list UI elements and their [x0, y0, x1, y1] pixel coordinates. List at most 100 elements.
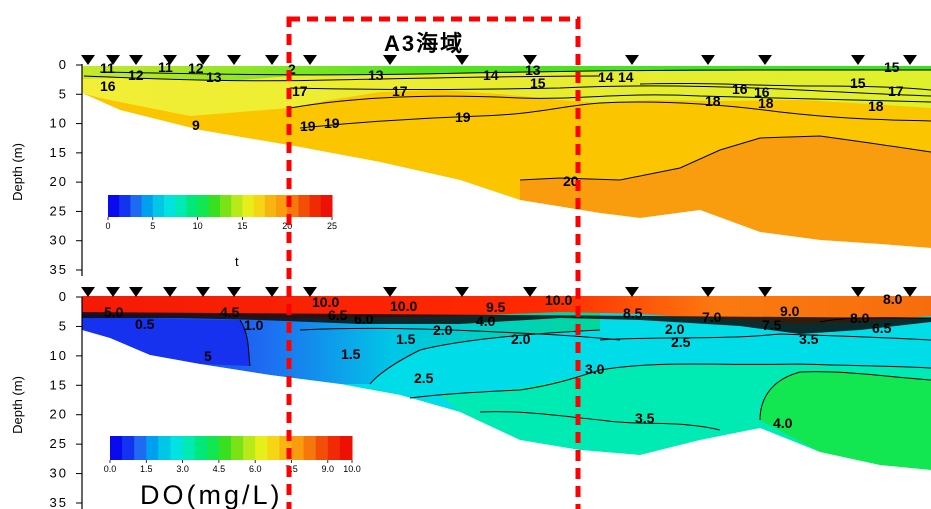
do-colorbar-swatch [231, 436, 244, 460]
do-contour-label: 1.5 [396, 331, 416, 347]
temp-colorbar-swatch [141, 195, 154, 217]
temp-station-marker [455, 55, 469, 65]
temp-contour-label: 18 [705, 93, 721, 109]
temp-colorbar-swatch [231, 195, 243, 217]
do-colorbar-swatch [327, 436, 341, 460]
do-colorbar-swatch [243, 436, 256, 460]
temp-station-marker [758, 55, 772, 65]
do-contour-label: 10.0 [390, 298, 417, 314]
do-contour-labels: 5.0 0.5 4.5 1.0 10.0 6.5 10.0 6.0 1.5 2.… [104, 291, 903, 431]
do-region-4 [760, 371, 931, 470]
temp-station-marker [81, 55, 95, 65]
do-colorbar-tick-label: 9.0 [322, 464, 335, 474]
temp-station-marker [625, 55, 639, 65]
do-station-marker [758, 287, 772, 297]
temp-colorbar-tick-label: 25 [327, 221, 337, 231]
do-contour-label: 8.0 [850, 310, 870, 326]
temp-contour-label: 14 [618, 69, 634, 85]
do-contour-label: 4.0 [773, 415, 793, 431]
temp-y-axis-title: Depth (m) [10, 143, 25, 201]
do-colorbar-swatch [182, 436, 196, 460]
temp-region-17 [82, 66, 931, 116]
temp-y-tick-label: 25 [50, 203, 68, 218]
temp-station-marker [851, 55, 865, 65]
do-contour-label: 3.0 [585, 361, 605, 377]
temp-colorbar-swatch [253, 195, 266, 217]
temp-contour-label: 2 [288, 61, 296, 77]
temp-contour-label: 19 [300, 118, 316, 134]
temp-contour-label: 16 [100, 78, 116, 94]
do-y-tick-label: 35 [50, 495, 68, 509]
temp-contour-label: 18 [758, 95, 774, 111]
temp-contour-label: 12 [128, 67, 144, 83]
temp-station-marker [383, 55, 397, 65]
do-colorbar-tick-label: 0.0 [104, 464, 117, 474]
do-colorbar-swatch [194, 436, 208, 460]
do-station-marker [227, 287, 241, 297]
temp-contour-label: 19 [324, 115, 340, 131]
temp-y-tick-label: 10 [50, 116, 68, 131]
temp-colorbar-swatch [164, 195, 176, 217]
temperature-field [82, 66, 931, 276]
temp-contour-label: 15 [530, 75, 546, 91]
do-colorbar-swatch [291, 436, 305, 460]
temp-station-markers [81, 55, 917, 65]
do-station-marker [163, 287, 177, 297]
do-contour-label: 2.0 [665, 321, 685, 337]
do-station-marker [81, 287, 95, 297]
temp-region-20 [520, 136, 931, 248]
do-station-marker [523, 287, 537, 297]
do-station-marker [383, 287, 397, 297]
do-colorbar-swatch [255, 436, 268, 460]
temp-station-marker [196, 55, 210, 65]
temp-contour-label: 13 [368, 67, 384, 83]
do-colorbar-tick-label: 6.0 [249, 464, 262, 474]
do-contour-label: 5.0 [104, 304, 124, 320]
temp-contour-label: 15 [850, 75, 866, 91]
do-colorbar-tick-label: 1.5 [140, 464, 153, 474]
temp-contour-label: 17 [292, 83, 308, 99]
temp-contour-label: 14 [598, 69, 614, 85]
temp-colorbar-swatch [108, 195, 120, 217]
temp-contour-labels: 11 12 11 12 13 16 2 17 13 17 19 19 19 14… [100, 59, 904, 189]
temp-colorbar-swatch [130, 195, 143, 217]
temp-contour-label: 17 [392, 83, 408, 99]
temp-y-tick-label: 15 [50, 145, 68, 160]
do-contour-label: 2.5 [414, 370, 434, 386]
do-contour-label: 6.5 [872, 320, 892, 336]
temp-colorbar-swatch [197, 195, 210, 217]
do-y-tick-label: 15 [50, 377, 68, 392]
temp-colorbar-swatch [220, 195, 232, 217]
temp-y-tick-label: 5 [59, 86, 68, 101]
temp-contours [83, 69, 931, 181]
do-colorbar-swatch [170, 436, 184, 460]
do-contour-label: 7.0 [702, 309, 722, 325]
temp-station-marker [903, 55, 917, 65]
temp-contour-label: 13 [525, 62, 541, 78]
temp-y-tick-label: 0 [59, 57, 68, 72]
do-colorbar-swatch [315, 436, 329, 460]
temp-seabed [82, 93, 931, 276]
temp-colorbar-swatch [287, 195, 299, 217]
temp-y-tick-label: 35 [50, 262, 68, 277]
temp-colorbar-swatch [208, 195, 221, 217]
do-station-marker [106, 287, 120, 297]
do-y-tick-label: 10 [50, 348, 68, 363]
do-seabed [82, 330, 931, 509]
do-colorbar-swatch [146, 436, 159, 460]
do-station-marker [625, 287, 639, 297]
do-colorbar: 0.0 1.5 3.0 4.5 6.0 7.5 9.0 10.0 DO(mg/L) [104, 436, 361, 509]
do-station-marker [196, 287, 210, 297]
do-colorbar-tick-label: 3.0 [176, 464, 189, 474]
do-colorbar-swatch [122, 436, 135, 460]
temp-colorbar-swatch [119, 195, 131, 217]
do-colorbar-swatch [206, 436, 220, 460]
do-contour-label: 10.0 [545, 292, 572, 308]
do-station-marker [303, 287, 317, 297]
do-y-tick-label: 20 [50, 407, 68, 422]
do-y-tick-label: 30 [50, 466, 68, 481]
temp-station-marker [265, 55, 279, 65]
do-panel: 5.0 0.5 4.5 1.0 10.0 6.5 10.0 6.0 1.5 2.… [10, 287, 931, 509]
do-contour-label: 8.0 [883, 291, 903, 307]
